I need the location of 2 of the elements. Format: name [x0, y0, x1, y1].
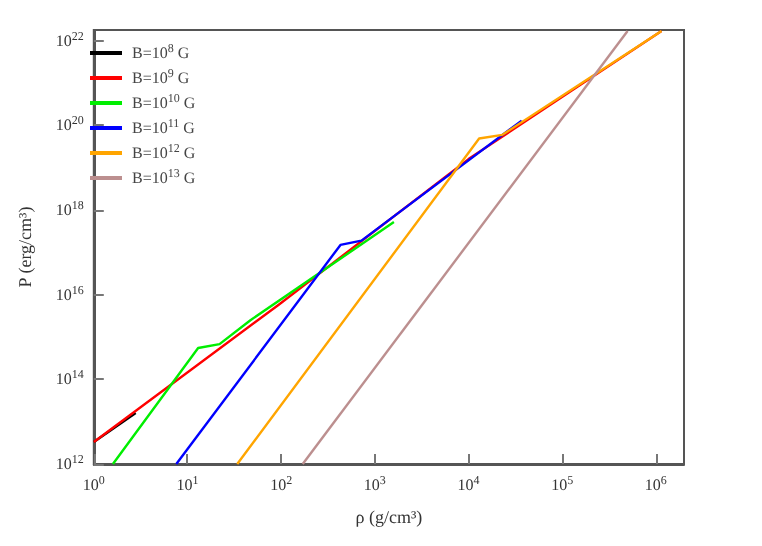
y-axis-title: P (erg/cm³): [15, 206, 35, 288]
x-axis-title: ρ (g/cm³): [355, 507, 423, 527]
